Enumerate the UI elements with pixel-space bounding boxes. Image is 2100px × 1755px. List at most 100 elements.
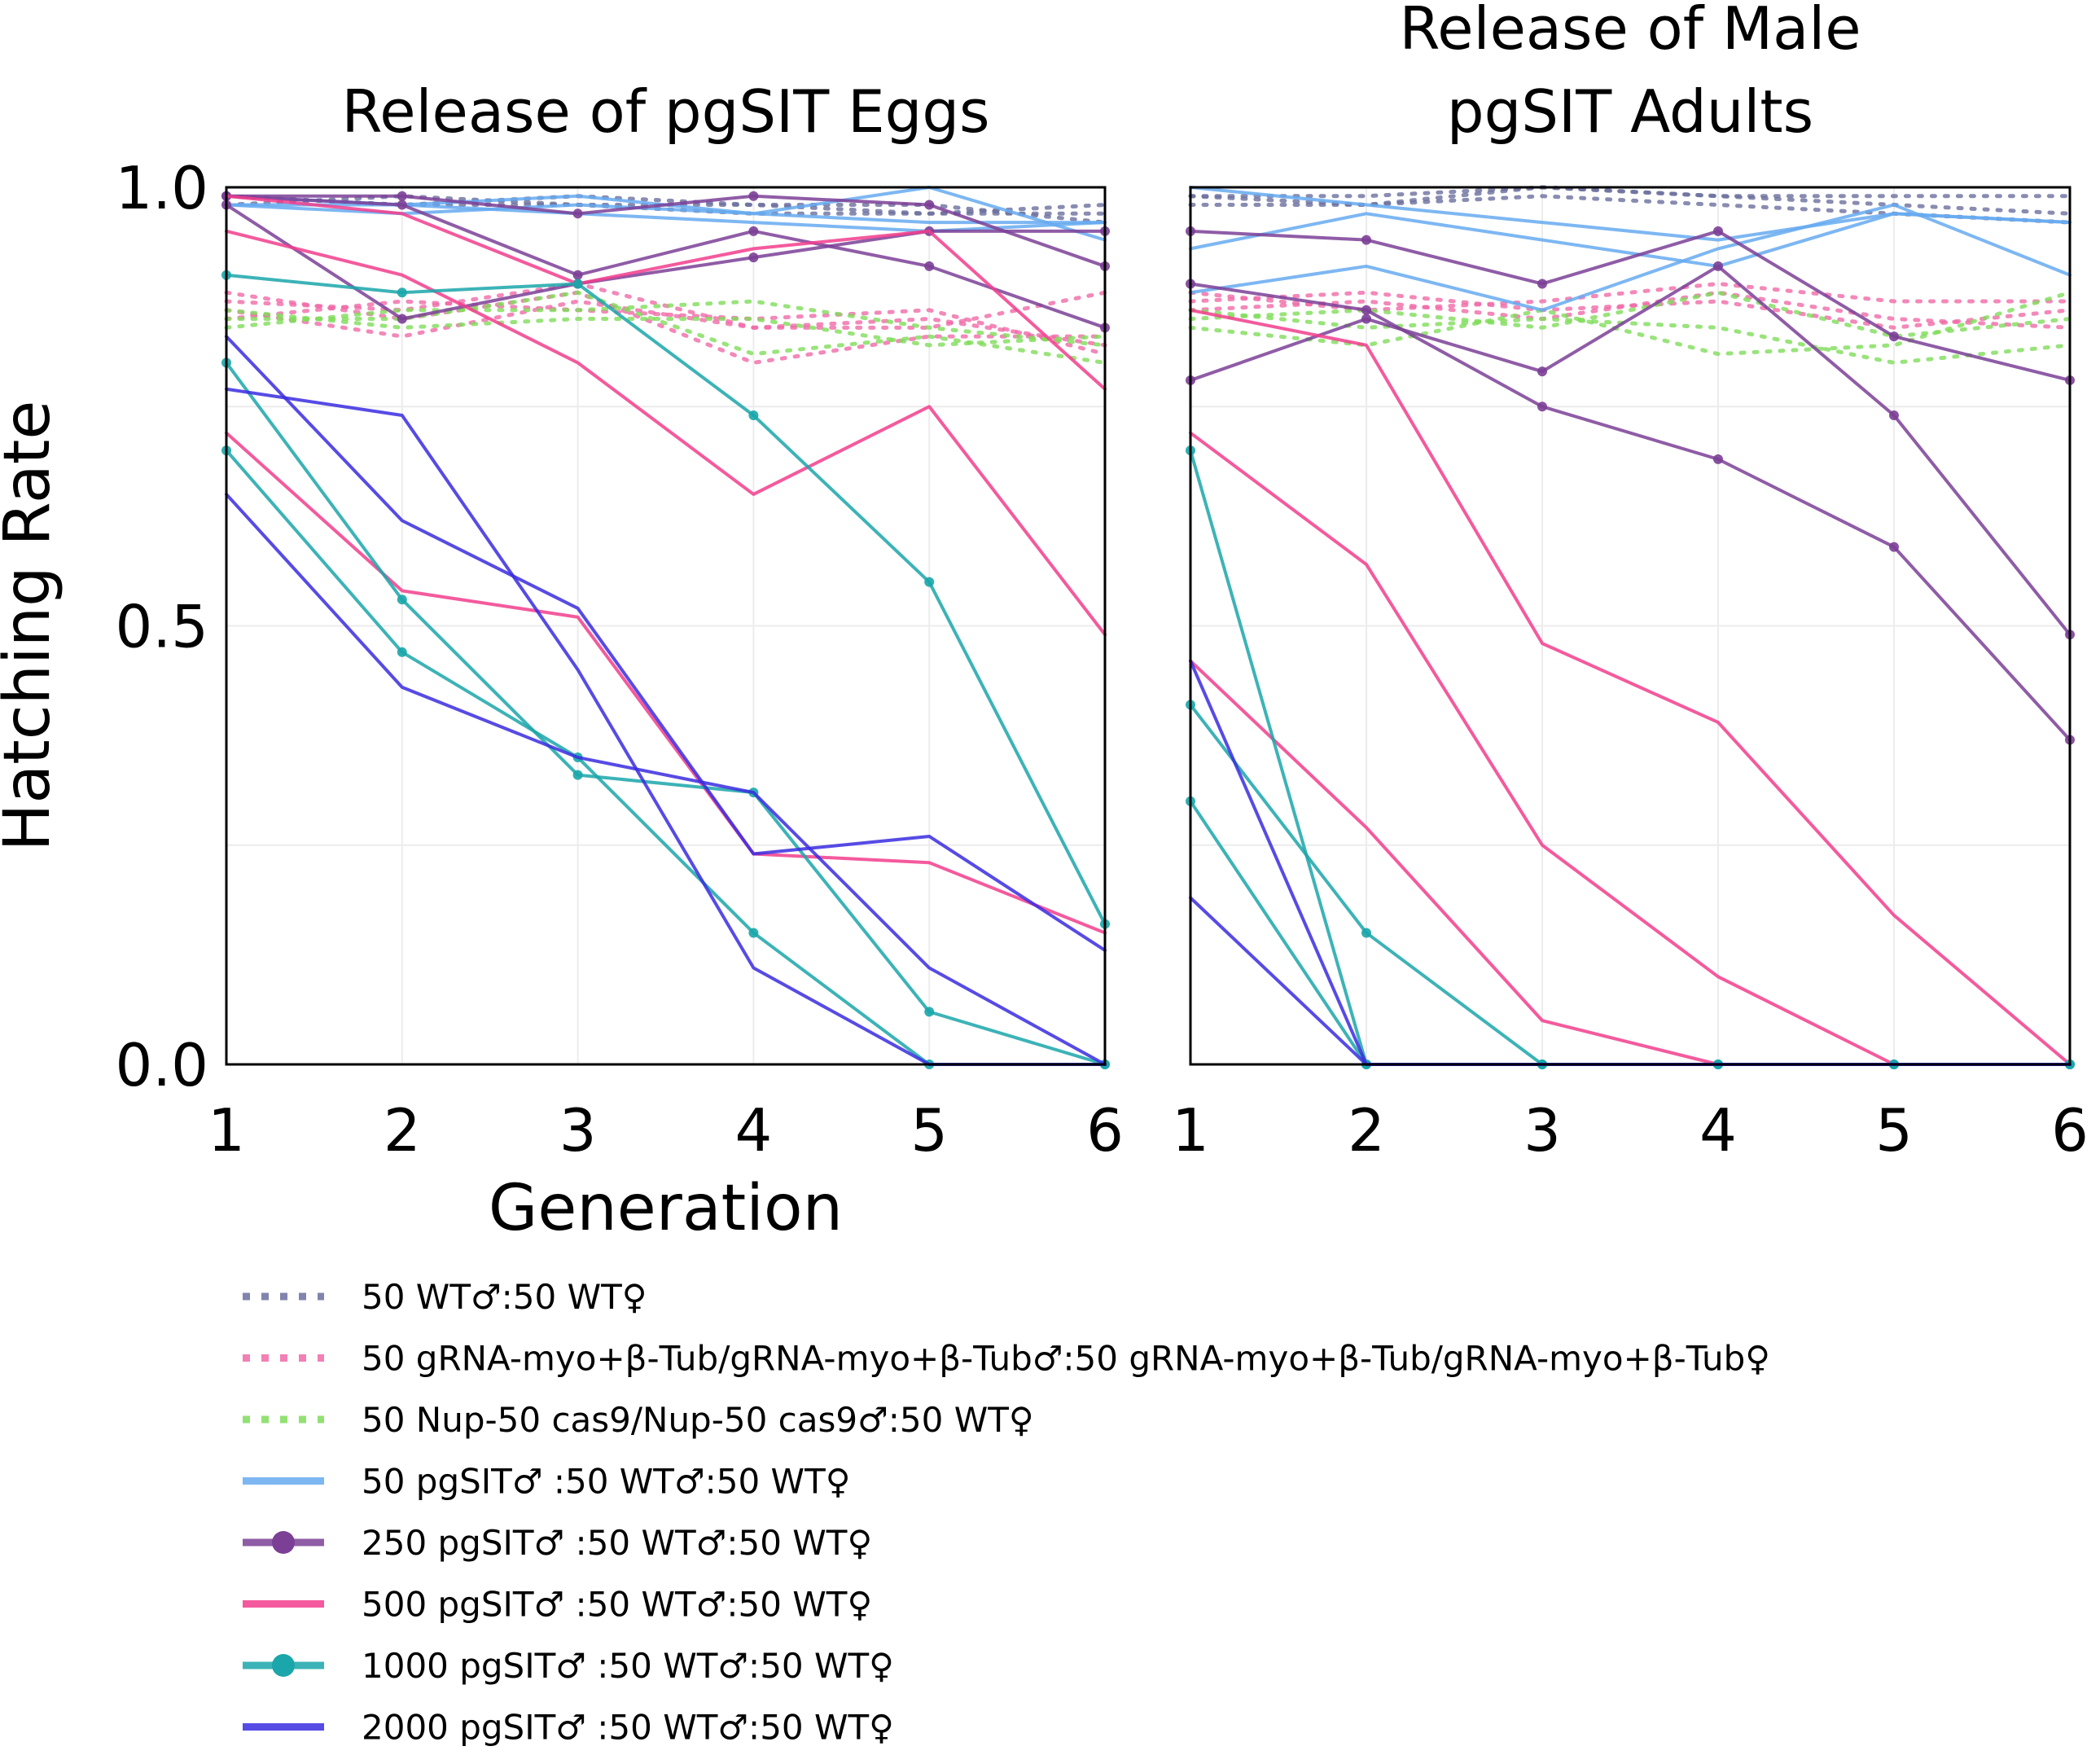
data-point <box>572 279 583 289</box>
series-line <box>224 299 1107 357</box>
x-tick-label: 3 <box>559 1096 597 1165</box>
x-tick-label: 4 <box>734 1096 772 1165</box>
series-line <box>225 194 1107 268</box>
x-tick-label: 4 <box>1699 1096 1737 1165</box>
data-point <box>748 410 759 421</box>
series-line <box>224 299 1107 348</box>
data-point <box>1537 401 1547 412</box>
legend-marker <box>272 1654 295 1677</box>
y-axis-label: Hatching Rate <box>0 401 64 852</box>
panel-title: pgSIT Adults <box>1447 77 1813 146</box>
legend-item: 50 Nup-50 cas9/Nup-50 cas9♂:50 WT♀ <box>243 1400 1034 1440</box>
series-line <box>225 335 1107 952</box>
series-line <box>1188 185 2072 216</box>
legend-item: 1000 pgSIT♂ :50 WT♂:50 WT♀ <box>243 1646 894 1686</box>
plot-frame <box>225 186 1107 1066</box>
series-line <box>1189 264 2072 637</box>
series-line <box>225 203 1107 321</box>
y-tick-label: 0.5 <box>115 593 208 661</box>
data-point <box>748 252 759 263</box>
data-point <box>397 200 407 210</box>
legend-item: 2000 pgSIT♂ :50 WT♂:50 WT♀ <box>243 1708 894 1748</box>
data-point <box>1361 928 1371 938</box>
panel-title: Release of pgSIT Eggs <box>341 77 989 146</box>
series-line <box>225 229 1107 637</box>
data-point <box>397 314 407 324</box>
x-tick-label: 5 <box>910 1096 948 1165</box>
series-line <box>224 281 1107 330</box>
series-line <box>225 492 1107 1066</box>
data-point <box>924 1007 935 1017</box>
series-line <box>225 273 1107 926</box>
legend-item: 500 pgSIT♂ :50 WT♂:50 WT♀ <box>243 1585 872 1625</box>
series-line <box>1189 229 2072 382</box>
series-line <box>1189 703 2072 1066</box>
data-point <box>924 261 935 271</box>
series-line <box>1189 282 2072 742</box>
plot-frame <box>1189 186 2072 1066</box>
legend-label: 1000 pgSIT♂ :50 WT♂:50 WT♀ <box>362 1646 894 1686</box>
data-point <box>1713 261 1723 271</box>
data-point <box>924 200 935 210</box>
data-point <box>1889 542 1899 552</box>
data-point <box>1713 454 1723 464</box>
series-line <box>1189 431 2072 1066</box>
series-line <box>1189 203 2072 312</box>
x-tick-label: 2 <box>1348 1096 1385 1165</box>
x-tick-label: 2 <box>384 1096 421 1165</box>
y-tick-label: 0.0 <box>115 1031 208 1099</box>
x-axis-label: Generation <box>489 1172 843 1245</box>
data-point <box>748 191 759 201</box>
x-tick-label: 5 <box>1875 1096 1913 1165</box>
data-point <box>1889 410 1899 421</box>
legend-item: 50 WT♂:50 WT♀ <box>243 1277 647 1317</box>
series-line <box>225 194 1107 330</box>
series-line <box>1189 659 2072 1066</box>
legend-item: 50 gRNA-myo+β-Tub/gRNA-myo+β-Tub♂:50 gRN… <box>243 1339 1770 1379</box>
data-point <box>1889 331 1899 342</box>
x-tick-label: 6 <box>1086 1096 1124 1165</box>
data-point <box>397 595 407 605</box>
legend-label: 50 Nup-50 cas9/Nup-50 cas9♂:50 WT♀ <box>362 1400 1034 1440</box>
data-point <box>1361 314 1371 324</box>
legend-item: 250 pgSIT♂ :50 WT♂:50 WT♀ <box>243 1523 872 1563</box>
x-tick-label: 1 <box>208 1096 245 1165</box>
series-line <box>1188 290 2072 330</box>
data-point <box>572 208 583 219</box>
series-line <box>224 290 1107 365</box>
x-tick-label: 3 <box>1523 1096 1561 1165</box>
data-point <box>397 191 407 201</box>
legend: 50 WT♂:50 WT♀ 50 gRNA-myo+β-Tub/gRNA-myo+… <box>243 1277 1770 1748</box>
series-line <box>224 290 1107 365</box>
series-line <box>225 387 1107 1066</box>
legend-item: 50 pgSIT♂ :50 WT♂:50 WT♀ <box>243 1462 851 1502</box>
legend-label: 50 WT♂:50 WT♀ <box>362 1277 647 1317</box>
series-line <box>1188 290 2072 330</box>
data-point <box>572 770 583 780</box>
series-line <box>1188 308 2072 365</box>
series-line <box>1189 308 2072 1066</box>
legend-label: 50 gRNA-myo+β-Tub/gRNA-myo+β-Tub♂:50 gRN… <box>362 1339 1770 1379</box>
data-point <box>1361 235 1371 245</box>
x-tick-label: 1 <box>1172 1096 1209 1165</box>
data-point <box>748 226 759 236</box>
series-line <box>224 308 1107 348</box>
series-line <box>225 194 1107 391</box>
series-line <box>1189 896 2072 1066</box>
data-point <box>924 577 935 587</box>
legend-marker <box>272 1531 295 1554</box>
data-point <box>397 647 407 657</box>
panel-2: Release of Male pgSIT Adults 1 2 3 4 5 6 <box>1172 0 2089 1165</box>
x-tick-label: 6 <box>2051 1096 2089 1165</box>
panel-1: Release of pgSIT Eggs 1 2 3 4 5 6 0.0 0.5 1.0 Gene… <box>0 77 1124 1245</box>
data-point <box>1713 226 1723 236</box>
y-tick-label: 1.0 <box>115 154 208 222</box>
panel-title: Release of Male <box>1399 0 1861 63</box>
series-line <box>1189 449 2072 1066</box>
series-line <box>1188 290 2072 357</box>
data-point <box>397 287 407 298</box>
data-point <box>1361 305 1371 315</box>
data-point <box>572 270 583 280</box>
legend-label: 2000 pgSIT♂ :50 WT♂:50 WT♀ <box>362 1708 894 1748</box>
legend-label: 500 pgSIT♂ :50 WT♂:50 WT♀ <box>362 1585 872 1625</box>
